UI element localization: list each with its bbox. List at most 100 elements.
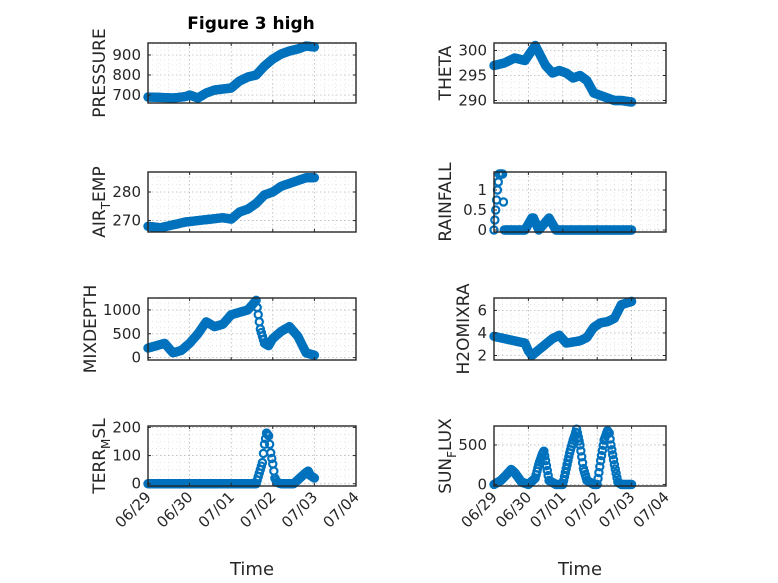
data-point bbox=[594, 467, 604, 478]
data-point bbox=[497, 169, 508, 179]
series-terr_msl bbox=[143, 428, 320, 489]
series-pressure bbox=[143, 41, 320, 103]
data-point bbox=[608, 455, 619, 465]
axes-frame bbox=[493, 42, 667, 104]
y-tick-label: 0 bbox=[477, 475, 487, 493]
data-point bbox=[257, 457, 268, 468]
y-tick-label: 280 bbox=[112, 183, 141, 201]
axes-frame bbox=[493, 171, 667, 233]
y-tick-label: 6 bbox=[477, 301, 487, 319]
data-point bbox=[576, 446, 586, 456]
y-tick-label: 270 bbox=[112, 212, 141, 230]
y-tick-label: 1000 bbox=[103, 301, 141, 319]
data-point bbox=[540, 451, 550, 461]
data-point bbox=[626, 97, 637, 107]
y-axis-label: THETA bbox=[436, 45, 456, 101]
y-tick-label: 0 bbox=[477, 221, 487, 239]
y-tick-label: 4 bbox=[477, 324, 487, 342]
y-tick-label: 0.5 bbox=[463, 201, 487, 219]
y-axis-label: H2OMIXRA bbox=[454, 283, 474, 374]
y-tick-label: 0 bbox=[131, 475, 141, 493]
y-tick-label: 800 bbox=[112, 66, 141, 84]
data-point bbox=[575, 440, 585, 450]
data-point bbox=[595, 461, 605, 472]
grid-terr_msl bbox=[147, 426, 357, 486]
series-air_temp bbox=[143, 173, 320, 233]
data-point bbox=[574, 436, 584, 446]
x-tick-label: 07/04 bbox=[320, 488, 363, 531]
data-point bbox=[611, 468, 621, 479]
y-tick-label: 1 bbox=[477, 181, 487, 199]
data-point bbox=[490, 215, 500, 225]
axes-frame bbox=[493, 425, 667, 487]
series-mixdepth bbox=[143, 295, 320, 360]
y-axis-label: TERRMSL bbox=[90, 418, 113, 495]
y-axis-label: AIRTEMP bbox=[90, 166, 113, 237]
data-point bbox=[542, 465, 553, 476]
y-tick-label: 500 bbox=[112, 325, 141, 343]
data-point bbox=[493, 177, 503, 187]
x-tick-label: 06/30 bbox=[492, 488, 535, 531]
y-axis-label: PRESSURE bbox=[90, 28, 110, 117]
y-tick-label: 300 bbox=[458, 42, 487, 60]
data-point bbox=[252, 302, 262, 313]
data-point bbox=[259, 439, 270, 450]
data-point bbox=[264, 439, 275, 450]
y-tick-label: 295 bbox=[458, 67, 487, 85]
x-tick-label: 06/29 bbox=[458, 488, 501, 531]
data-point bbox=[577, 452, 587, 462]
data-point bbox=[609, 459, 620, 470]
data-point bbox=[626, 479, 637, 490]
x-tick-label: 07/04 bbox=[630, 488, 673, 531]
x-axis-label: Time bbox=[229, 559, 274, 580]
data-point bbox=[491, 205, 501, 215]
y-tick-label: 2 bbox=[477, 346, 487, 364]
x-tick-label: 07/03 bbox=[278, 488, 321, 531]
data-point bbox=[258, 448, 269, 459]
data-point bbox=[606, 440, 616, 450]
data-point bbox=[610, 464, 620, 474]
y-tick-label: 700 bbox=[112, 86, 141, 104]
data-point bbox=[498, 197, 509, 207]
x-tick-label: 07/01 bbox=[195, 488, 238, 531]
grid-rainfall bbox=[493, 172, 667, 232]
x-axis-label: Time bbox=[557, 559, 602, 580]
data-point bbox=[267, 453, 277, 464]
axes-rainfall: 0 0.5 1 RAINFALL bbox=[436, 162, 667, 242]
data-point bbox=[604, 428, 614, 438]
axes-frame bbox=[147, 42, 357, 104]
figure-title: Figure 3 high bbox=[187, 14, 315, 34]
axes-frame bbox=[493, 297, 667, 361]
data-point bbox=[607, 445, 617, 455]
data-point bbox=[539, 446, 549, 456]
data-point bbox=[266, 448, 276, 458]
x-tick-label: 07/03 bbox=[595, 488, 638, 531]
data-point bbox=[540, 456, 551, 466]
y-tick-label: 100 bbox=[112, 447, 141, 465]
y-axis-label: SUNFLUX bbox=[436, 418, 459, 494]
grid-h2omixra bbox=[493, 298, 667, 360]
data-point bbox=[254, 317, 264, 327]
data-point bbox=[597, 445, 608, 456]
y-tick-label: 0 bbox=[131, 349, 141, 367]
data-point bbox=[263, 431, 274, 441]
data-point bbox=[253, 309, 263, 320]
data-point bbox=[541, 460, 552, 471]
data-point bbox=[607, 450, 618, 460]
data-point bbox=[596, 450, 607, 461]
axes-frame bbox=[147, 297, 357, 361]
data-point bbox=[605, 434, 615, 444]
x-tick-label: 07/02 bbox=[561, 488, 604, 531]
x-tick-label: 07/01 bbox=[526, 488, 569, 531]
x-tick-label: 06/29 bbox=[112, 488, 155, 531]
y-axis-label: MIXDEPTH bbox=[81, 285, 101, 374]
